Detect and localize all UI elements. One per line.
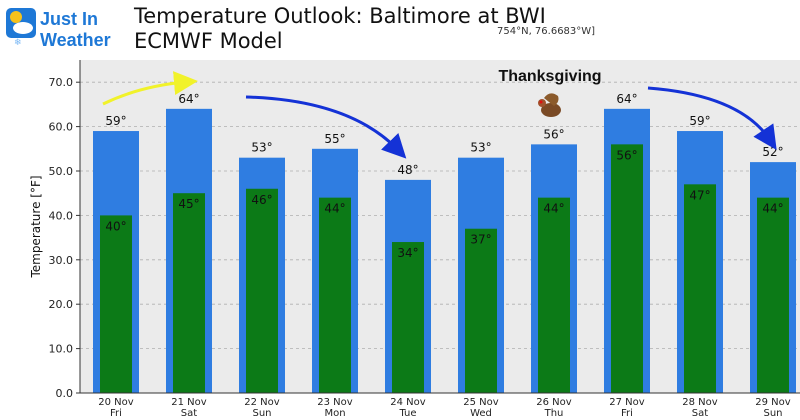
- chart-title: Temperature Outlook: Baltimore at BWI EC…: [134, 4, 546, 54]
- low-temp-bar: [246, 188, 278, 393]
- low-temp-bar: [538, 197, 570, 393]
- low-temp-bar: [319, 197, 351, 393]
- x-tick-label-day: Thu: [544, 408, 564, 419]
- low-temp-bar: [173, 193, 205, 393]
- high-temp-label: 48°: [397, 163, 418, 177]
- low-temp-label: 45°: [178, 197, 199, 211]
- high-temp-label: 59°: [105, 114, 126, 128]
- y-axis: 0.0 10.0 20.0 30.0 40.0 50.0 60.0 70.0: [49, 60, 81, 400]
- low-temp-bar: [611, 144, 643, 393]
- low-temp-label: 56°: [616, 148, 637, 162]
- low-temp-label: 44°: [324, 202, 345, 216]
- low-temp-label: 40°: [105, 219, 126, 233]
- logo-text-line2: Weather: [40, 30, 111, 50]
- x-tick-label-date: 27 Nov: [609, 397, 645, 408]
- y-tick-label: 70.0: [49, 76, 74, 89]
- x-tick-label-date: 25 Nov: [463, 397, 499, 408]
- chart-title-line1: Temperature Outlook: Baltimore at BWI: [134, 4, 546, 28]
- high-temp-label: 64°: [178, 92, 199, 106]
- blue-arrow-right: [647, 86, 777, 150]
- yellow-arrow: [102, 71, 198, 106]
- just-in-weather-logo: ❄ Just In Weather: [4, 4, 126, 52]
- x-tick-label-date: 28 Nov: [682, 397, 718, 408]
- y-tick-label: 40.0: [49, 209, 74, 222]
- y-axis-label: Temperature [°F]: [29, 175, 43, 278]
- sun-icon: [10, 11, 22, 23]
- x-tick-label-day: Mon: [324, 408, 345, 419]
- y-tick-label: 30.0: [49, 254, 74, 267]
- high-temp-label: 53°: [470, 141, 491, 155]
- turkey-icon: [538, 93, 561, 117]
- x-tick-label-day: Sat: [692, 408, 708, 419]
- low-temp-label: 37°: [470, 233, 491, 247]
- low-temp-bar: [684, 184, 716, 393]
- x-tick-label-date: 26 Nov: [536, 397, 572, 408]
- x-tick-label-day: Fri: [110, 408, 122, 419]
- y-tick-label: 10.0: [49, 343, 74, 356]
- high-temp-label: 52°: [762, 145, 783, 159]
- low-temp-bar: [392, 242, 424, 393]
- x-tick-label-date: 20 Nov: [98, 397, 134, 408]
- x-tick-label-day: Tue: [398, 408, 416, 419]
- high-temp-label: 59°: [689, 114, 710, 128]
- x-tick-label-date: 29 Nov: [755, 397, 791, 408]
- y-tick-label: 0.0: [56, 387, 74, 400]
- low-temp-bar: [100, 215, 132, 393]
- x-tick-label-date: 23 Nov: [317, 397, 353, 408]
- logo-text-line1: Just In: [40, 9, 98, 29]
- x-tick-label-day: Sat: [181, 408, 197, 419]
- x-tick-label-day: Sun: [252, 408, 271, 419]
- y-tick-label: 50.0: [49, 165, 74, 178]
- chart-title-line2: ECMWF Model: [134, 29, 283, 53]
- high-temp-label: 55°: [324, 132, 345, 146]
- high-temp-label: 53°: [251, 141, 272, 155]
- low-temp-label: 46°: [251, 193, 272, 207]
- y-tick-label: 20.0: [49, 298, 74, 311]
- x-tick-label-date: 24 Nov: [390, 397, 426, 408]
- bar-series: 59° 40° 64° 45° 53° 46° 55° 44° 48° 34° 53° 37° 56° 4…: [93, 92, 796, 394]
- y-tick-label: 60.0: [49, 121, 74, 134]
- x-tick-label-date: 22 Nov: [244, 397, 280, 408]
- low-temp-bar: [757, 197, 789, 393]
- low-temp-label: 44°: [543, 202, 564, 216]
- low-temp-bar: [465, 228, 497, 393]
- x-tick-label-date: 21 Nov: [171, 397, 207, 408]
- cloud-icon: [13, 22, 33, 34]
- location-coordinates: 754°N, 76.6683°W]: [497, 26, 596, 37]
- blue-arrow-down: [245, 95, 407, 159]
- x-tick-label-day: Sun: [763, 408, 782, 419]
- low-temp-label: 44°: [762, 202, 783, 216]
- low-temp-label: 47°: [689, 188, 710, 202]
- low-temp-label: 34°: [397, 246, 418, 260]
- high-temp-label: 56°: [543, 127, 564, 141]
- x-tick-label-day: Fri: [621, 408, 633, 419]
- x-tick-label-day: Wed: [470, 408, 492, 419]
- snowflake-icon: ❄: [14, 38, 22, 48]
- thanksgiving-annotation: Thanksgiving: [498, 68, 601, 85]
- high-temp-label: 64°: [616, 92, 637, 106]
